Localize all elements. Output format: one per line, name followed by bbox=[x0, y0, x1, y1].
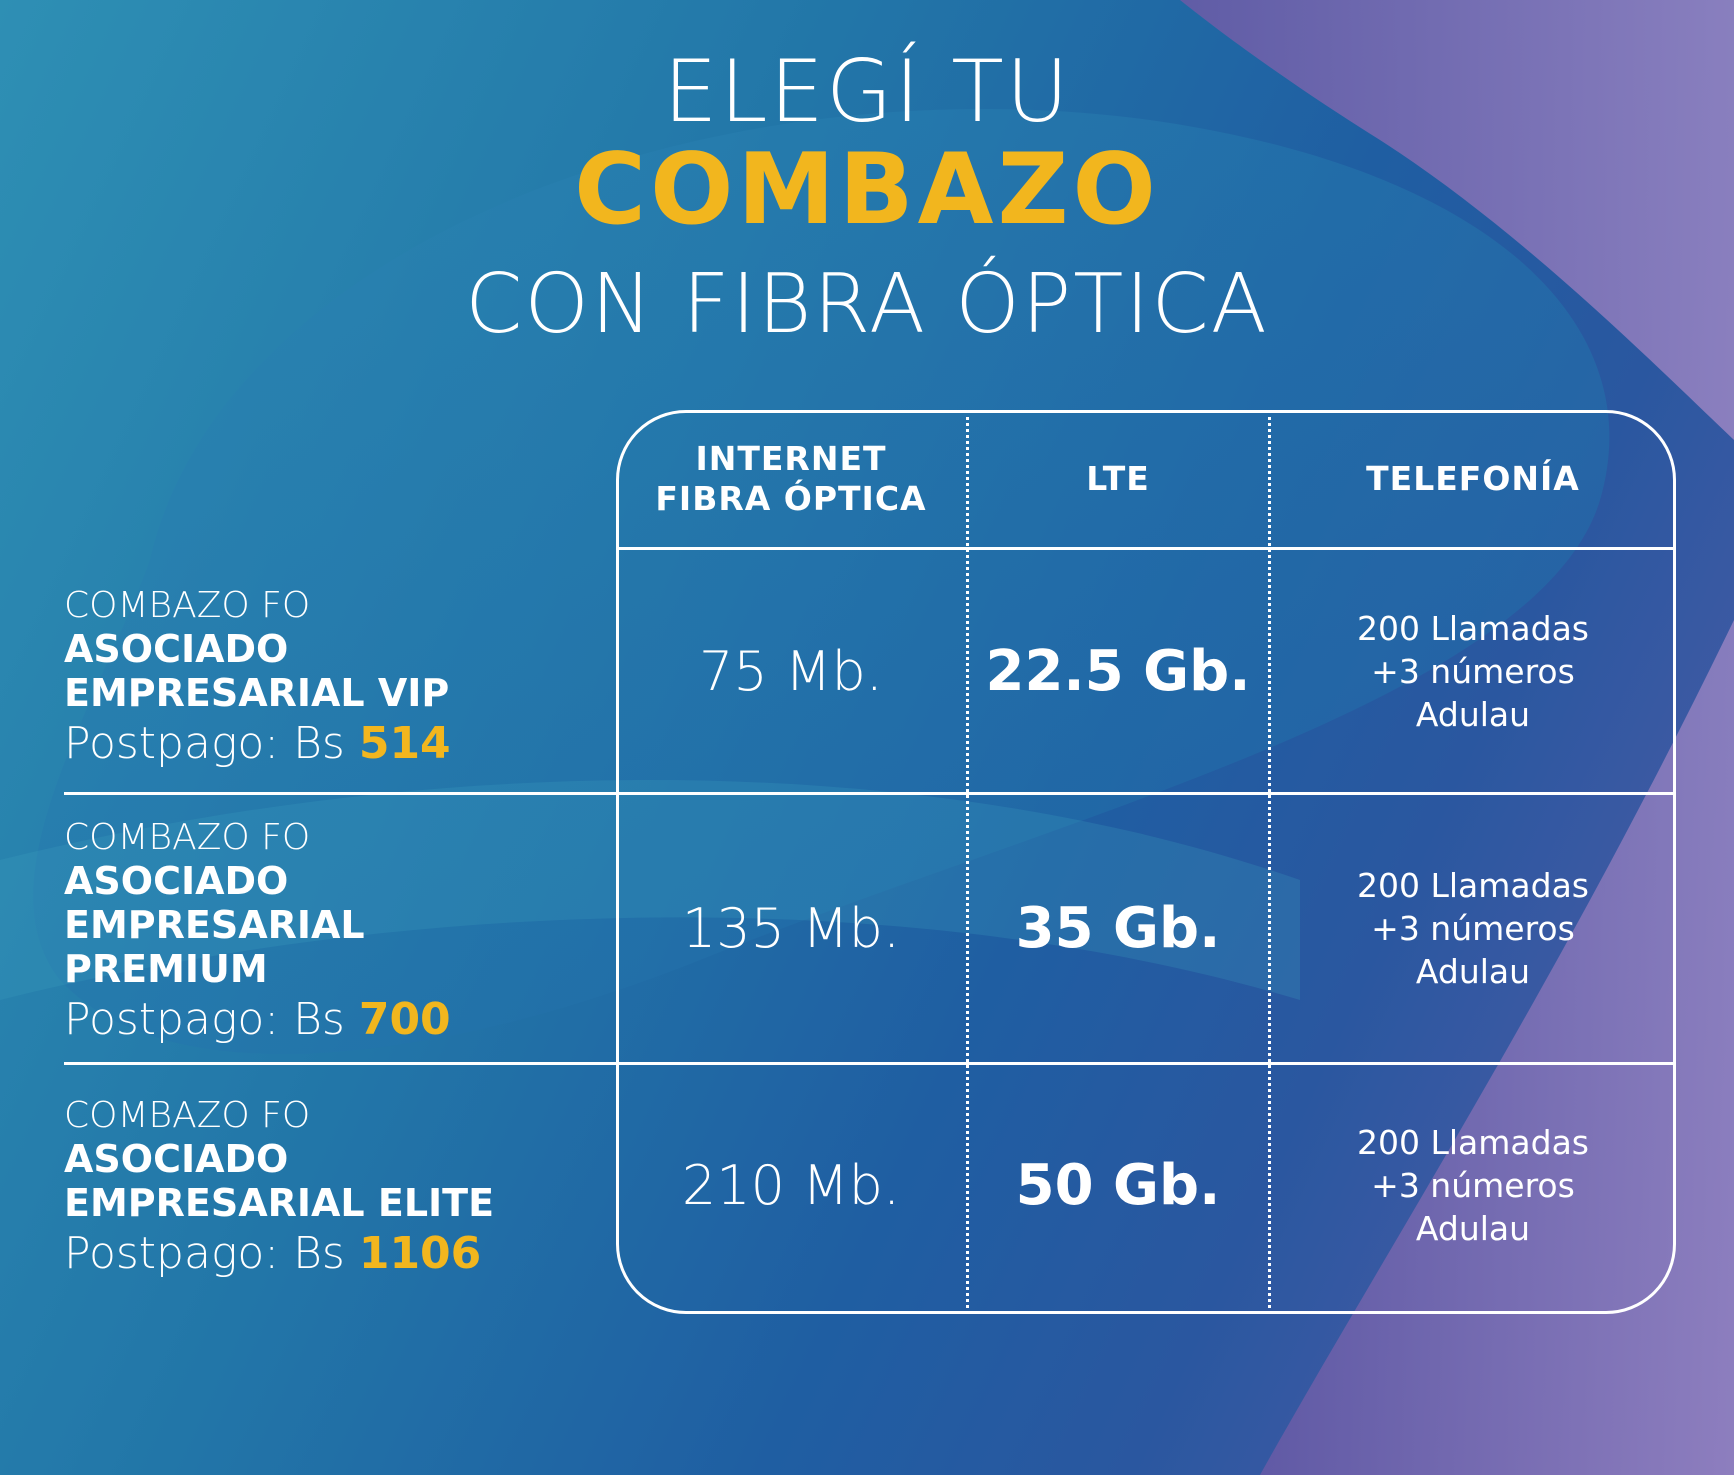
plan-price-row: Postpago: Bs 514 bbox=[64, 717, 609, 771]
telefonia-extra: Adulau bbox=[1415, 952, 1531, 991]
plan-price-row: Postpago: Bs 700 bbox=[64, 993, 609, 1047]
plan-label-elite: COMBAZO FO ASOCIADO EMPRESARIAL ELITE Po… bbox=[64, 1095, 609, 1281]
telefonia-info: 200 Llamadas +3 números Adulau bbox=[1270, 795, 1676, 1062]
telefonia-numbers: +3 números bbox=[1371, 1165, 1575, 1205]
lte-data: 22.5 Gb. bbox=[985, 638, 1251, 704]
plan-prefix: COMBAZO FO bbox=[64, 1095, 311, 1136]
telefonia-info: 200 Llamadas +3 números Adulau bbox=[1270, 1065, 1676, 1305]
telefonia-numbers: +3 números bbox=[1371, 909, 1575, 948]
internet-speed: 75 Mb. bbox=[699, 639, 883, 703]
title-line-3: CON FIBRA ÓPTICA bbox=[465, 257, 1269, 352]
internet-speed: 135 Mb. bbox=[681, 897, 901, 960]
header-divider bbox=[616, 547, 1676, 550]
telefonia-numbers: +3 números bbox=[1371, 651, 1575, 691]
plan-name: ASOCIADO EMPRESARIAL PREMIUM bbox=[64, 859, 365, 991]
price-label: Postpago: Bs bbox=[64, 994, 345, 1045]
plan-price: 514 bbox=[358, 718, 451, 769]
header-internet: INTERNET FIBRA ÓPTICA bbox=[655, 438, 927, 518]
plans-table-frame bbox=[616, 410, 1676, 1314]
row-divider bbox=[64, 792, 1676, 795]
title-combazo: COMBAZO bbox=[574, 133, 1160, 247]
plan-price-row: Postpago: Bs 1106 bbox=[64, 1227, 609, 1281]
price-label: Postpago: Bs bbox=[64, 718, 345, 769]
plan-label-vip: COMBAZO FO ASOCIADO EMPRESARIAL VIP Post… bbox=[64, 585, 609, 771]
plan-label-premium: COMBAZO FO ASOCIADO EMPRESARIAL PREMIUM … bbox=[64, 817, 609, 1047]
telefonia-info: 200 Llamadas +3 números Adulau bbox=[1270, 550, 1676, 792]
column-divider bbox=[1268, 410, 1271, 1314]
column-divider bbox=[966, 410, 969, 1314]
plan-price: 700 bbox=[358, 994, 451, 1045]
lte-data: 50 Gb. bbox=[1015, 1152, 1221, 1218]
plan-price: 1106 bbox=[358, 1228, 482, 1279]
telefonia-calls: 200 Llamadas bbox=[1357, 1122, 1589, 1162]
title-line-1: ELEGÍ TU bbox=[663, 42, 1071, 142]
row-divider bbox=[64, 1062, 1676, 1065]
telefonia-extra: Adulau bbox=[1415, 1208, 1531, 1248]
header-lte: LTE bbox=[1086, 458, 1150, 498]
price-label: Postpago: Bs bbox=[64, 1228, 345, 1279]
header-telefonia: TELEFONÍA bbox=[1366, 458, 1580, 498]
plan-name: ASOCIADO EMPRESARIAL ELITE bbox=[64, 1137, 495, 1225]
telefonia-calls: 200 Llamadas bbox=[1357, 866, 1589, 905]
plan-prefix: COMBAZO FO bbox=[64, 817, 311, 858]
plan-name: ASOCIADO EMPRESARIAL VIP bbox=[64, 627, 450, 715]
telefonia-extra: Adulau bbox=[1415, 694, 1531, 734]
internet-speed: 210 Mb. bbox=[681, 1153, 901, 1217]
plan-prefix: COMBAZO FO bbox=[64, 585, 311, 626]
lte-data: 35 Gb. bbox=[1015, 896, 1221, 961]
telefonia-calls: 200 Llamadas bbox=[1357, 608, 1589, 648]
